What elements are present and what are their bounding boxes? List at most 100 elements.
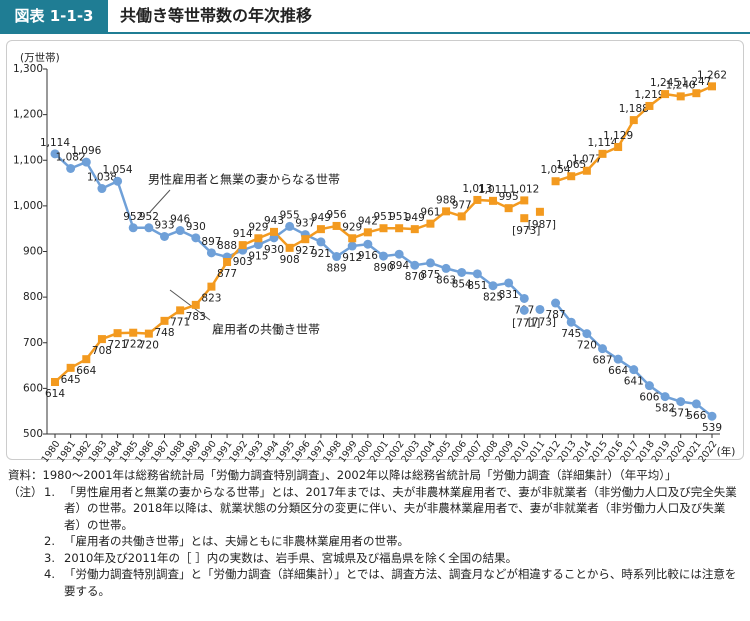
data-point [301, 235, 310, 244]
data-point [206, 248, 216, 258]
data-label: 955 [280, 209, 300, 221]
data-label: 877 [217, 268, 237, 280]
data-point [613, 354, 623, 364]
data-label: 1,013 [462, 183, 492, 195]
data-point [661, 90, 670, 99]
data-point [50, 149, 60, 159]
data-point [425, 258, 435, 268]
data-label: 937 [295, 218, 315, 230]
data-point [175, 226, 185, 236]
data-point [504, 204, 513, 213]
data-label: 961 [420, 207, 440, 219]
data-label: 687 [592, 355, 612, 367]
data-label: 1,129 [603, 130, 633, 142]
data-label: 1,038 [87, 172, 117, 184]
data-label: [987] [528, 219, 556, 231]
series-annotation: 男性雇用者と無業の妻からなる世帯 [148, 172, 340, 187]
note-number: 4. [44, 567, 55, 581]
data-point [285, 243, 294, 252]
data-label: 870 [405, 271, 425, 283]
data-point [535, 207, 544, 216]
data-point [708, 82, 716, 91]
data-label: 708 [92, 345, 112, 357]
data-point [582, 329, 592, 339]
data-label: 1,114 [40, 137, 70, 149]
notes: 資料：1980～2001年は総務省統計局「労働力調査特別調査」、2002年以降は… [8, 467, 738, 599]
note-item: 2. 「雇用者の共働き世帯」とは、夫婦ともに非農林業雇用者の世帯。 [8, 533, 738, 550]
note-text: 「男性雇用者と無業の妻からなる世帯」とは、2017年までは、夫が非農林業雇用者で… [64, 484, 737, 532]
data-label: 1,077 [572, 154, 602, 166]
data-point [457, 212, 466, 221]
data-label: 912 [342, 252, 362, 264]
data-point [348, 234, 357, 243]
data-label: 645 [61, 374, 81, 386]
data-point [128, 223, 138, 233]
data-point [551, 298, 561, 308]
x-axis-unit: (年) [717, 445, 736, 458]
data-label: 831 [499, 289, 519, 301]
data-label: 863 [436, 274, 456, 286]
data-label: 915 [248, 251, 268, 263]
data-label: 942 [358, 215, 378, 227]
data-point [504, 278, 514, 288]
data-label: 720 [139, 340, 159, 352]
data-label: [973] [512, 225, 540, 237]
data-label: 889 [327, 263, 347, 275]
header: 図表 1-1-3 共働き等世帯数の年次推移 [0, 0, 750, 34]
data-point [207, 282, 216, 291]
note-label [8, 566, 44, 599]
data-label: 748 [154, 327, 174, 339]
figure-title: 共働き等世帯数の年次推移 [120, 6, 313, 25]
data-point [598, 149, 607, 158]
data-point [332, 221, 341, 230]
data-point [113, 176, 123, 186]
data-point [691, 399, 701, 409]
note-label [8, 550, 44, 567]
y-tick-label: 900 [23, 246, 43, 258]
data-point [332, 252, 342, 262]
data-point [97, 335, 106, 344]
data-label: 952 [123, 211, 143, 223]
y-axis-unit: (万世帯) [20, 51, 60, 64]
data-label: 930 [186, 221, 206, 233]
data-label: 606 [639, 392, 659, 404]
figure-number: 図表 1-1-3 [0, 0, 108, 32]
chart-panel [6, 40, 744, 460]
data-label: 1,012 [509, 183, 539, 195]
data-point [519, 305, 529, 315]
data-point [645, 101, 654, 110]
data-label: 1,054 [103, 164, 133, 176]
data-label: 933 [154, 219, 174, 231]
data-point [82, 355, 91, 364]
data-point [614, 143, 623, 152]
data-label: 1,247 [681, 76, 711, 88]
data-label: 745 [561, 328, 581, 340]
data-label: 888 [217, 240, 237, 252]
note-text: 「雇用者の共働き世帯」とは、夫婦ともに非農林業雇用者の世帯。 [64, 534, 409, 548]
y-tick-label: 1,100 [13, 154, 43, 166]
data-point [238, 241, 247, 250]
data-point [629, 116, 638, 125]
data-label: 930 [264, 244, 284, 256]
series-annotation: 雇用者の共働き世帯 [212, 322, 320, 337]
note-number: 2. [44, 534, 55, 548]
data-label: 854 [452, 278, 472, 290]
data-label: 539 [702, 422, 722, 434]
data-point [363, 228, 372, 237]
data-label: 952 [139, 211, 159, 223]
data-point [270, 227, 278, 236]
data-label: 875 [420, 269, 440, 281]
data-label: 908 [280, 254, 300, 266]
data-point [144, 223, 154, 233]
data-point [316, 237, 326, 247]
chart: (万世帯) (年) 男性雇用者と無業の妻からなる世帯 雇用者の共働き世帯 500… [13, 51, 736, 462]
data-label: 1,011 [478, 184, 508, 196]
data-point [566, 317, 576, 327]
data-point [567, 172, 576, 181]
data-label: 977 [452, 199, 472, 211]
data-point [644, 381, 654, 391]
data-label: 943 [264, 215, 284, 227]
data-label: 787 [546, 309, 566, 321]
data-point [51, 377, 59, 386]
data-label: 949 [405, 212, 425, 224]
